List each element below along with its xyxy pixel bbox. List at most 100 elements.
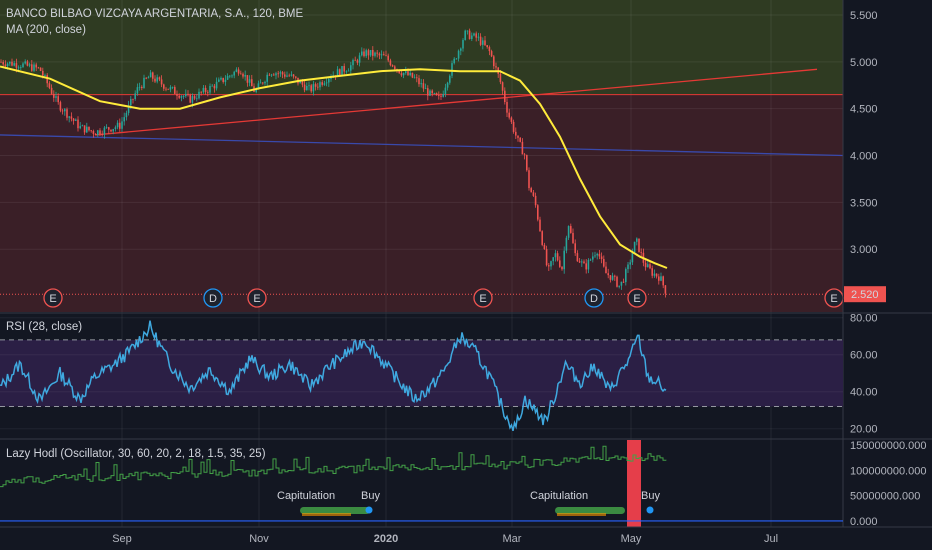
- candle-body: [541, 231, 543, 245]
- candle-body: [479, 36, 482, 45]
- candle-body: [506, 102, 508, 113]
- candle-body: [286, 75, 288, 77]
- candle-body: [176, 93, 178, 96]
- candle-body: [660, 276, 662, 281]
- candle-body: [631, 253, 634, 263]
- candle-body: [521, 141, 524, 155]
- marker-label: E: [830, 293, 837, 305]
- candle-body: [281, 72, 284, 75]
- candle-body: [528, 170, 530, 189]
- candle-body: [620, 281, 623, 286]
- hodl-legend: Lazy Hodl (Oscillator, 30, 60, 20, 2, 18…: [6, 448, 266, 460]
- candle-body: [191, 96, 194, 103]
- candle-body: [301, 81, 304, 85]
- candle-body: [75, 119, 77, 121]
- candle-body: [136, 87, 139, 94]
- candle-body: [633, 241, 636, 254]
- candle-body: [317, 86, 319, 88]
- candle-body: [570, 226, 572, 233]
- candle-body: [99, 130, 101, 135]
- candle-body: [268, 74, 271, 76]
- candle-body: [567, 226, 570, 238]
- candle-body: [356, 60, 359, 63]
- candle-body: [559, 260, 561, 267]
- candle-body: [165, 88, 167, 90]
- earnings-marker: E: [473, 288, 493, 308]
- candle-body: [658, 276, 660, 281]
- candle-body: [31, 64, 33, 71]
- x-tick-label: Nov: [249, 533, 269, 545]
- candle-body: [449, 75, 451, 83]
- candle-body: [220, 77, 222, 80]
- candle-body: [581, 261, 583, 263]
- candle-body: [97, 130, 99, 136]
- candle-body: [167, 88, 169, 90]
- candle-body: [594, 255, 596, 257]
- candle-body: [550, 261, 552, 267]
- candle-body: [409, 72, 411, 76]
- marker-label: E: [479, 293, 486, 305]
- candle-body: [143, 77, 145, 88]
- price-tick-label: 3.000: [850, 244, 878, 256]
- marker-label: D: [209, 293, 217, 305]
- candle-body: [374, 52, 376, 56]
- candle-body: [233, 71, 235, 76]
- candle-body: [61, 110, 64, 112]
- candle-body: [486, 45, 488, 48]
- candle-body: [361, 51, 363, 56]
- capitulation-bar-0: [300, 507, 370, 514]
- candle-body: [407, 71, 409, 76]
- candle-body: [523, 154, 526, 156]
- candle-body: [156, 77, 158, 82]
- candle-body: [295, 76, 297, 78]
- candle-body: [277, 73, 279, 75]
- candle-body: [308, 85, 310, 87]
- candle-body: [435, 93, 438, 96]
- candle-body: [86, 126, 88, 133]
- trend-line-red: [94, 68, 818, 136]
- candle-body: [48, 83, 51, 88]
- candle-body: [587, 259, 590, 270]
- candle-body: [57, 96, 59, 103]
- candle-body: [609, 275, 612, 280]
- earnings-marker: E: [824, 288, 844, 308]
- candle-body: [39, 67, 42, 71]
- capitulation-label: Capitulation: [277, 490, 335, 502]
- candle-body: [242, 73, 244, 77]
- candle-body: [394, 66, 396, 70]
- candle-body: [477, 36, 480, 38]
- candle-body: [420, 83, 422, 85]
- candle-body: [79, 126, 81, 129]
- candle-body: [385, 55, 387, 57]
- candle-body: [411, 72, 414, 78]
- candle-body: [493, 56, 495, 67]
- capitulation-underline-1: [557, 513, 606, 516]
- candle-body: [290, 74, 293, 76]
- candle-body: [72, 118, 75, 121]
- candle-body: [46, 75, 48, 84]
- candle-body: [180, 96, 183, 98]
- candle-body: [352, 59, 354, 66]
- candle-body: [149, 72, 152, 78]
- candle-body: [589, 259, 592, 261]
- candle-body: [196, 98, 198, 100]
- candle-body: [488, 47, 491, 52]
- candle-body: [299, 81, 301, 84]
- candle-body: [264, 81, 266, 84]
- x-tick-label: Jul: [764, 533, 778, 545]
- candle-body: [413, 77, 416, 79]
- candle-body: [490, 51, 493, 57]
- candle-body: [0, 61, 2, 63]
- candle-body: [211, 85, 213, 87]
- candle-body: [457, 50, 460, 59]
- candle-body: [350, 65, 352, 71]
- candle-body: [402, 72, 405, 76]
- candle-body: [649, 264, 651, 269]
- candle-body: [618, 285, 620, 287]
- candle-body: [431, 90, 433, 94]
- candle-body: [484, 40, 486, 46]
- candle-body: [607, 273, 609, 276]
- candle-body: [345, 71, 348, 73]
- candle-body: [647, 264, 649, 268]
- x-tick-label: May: [621, 533, 642, 545]
